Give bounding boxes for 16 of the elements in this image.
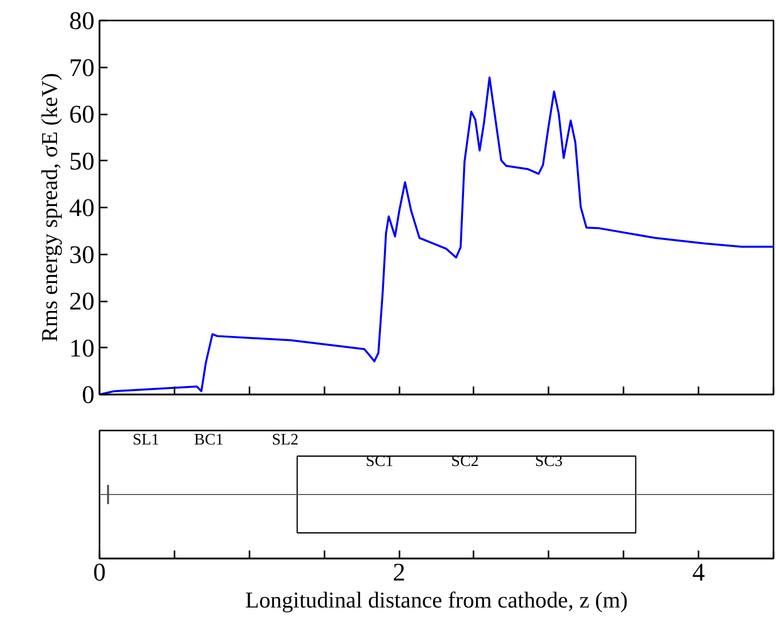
y-tick-label: 70 bbox=[69, 54, 94, 82]
y-axis-title: Rms energy spread, σE (keV) bbox=[37, 72, 62, 342]
x-tick-label: 2 bbox=[392, 558, 406, 586]
y-tick-label: 50 bbox=[69, 147, 94, 176]
text: SL1 bbox=[132, 431, 160, 448]
y-tick-label: 80 bbox=[69, 7, 94, 35]
text: BC1 bbox=[194, 431, 224, 448]
text: SL2 bbox=[272, 431, 299, 448]
y-tick-label: 40 bbox=[69, 194, 94, 222]
y-tick-label: 30 bbox=[69, 240, 94, 269]
y-tick-label: 20 bbox=[69, 288, 94, 316]
y-tick-label: 60 bbox=[69, 100, 94, 128]
x-axis-title: Longitudinal distance from cathode, z (m) bbox=[245, 588, 628, 612]
y-tick-label: 10 bbox=[69, 334, 94, 362]
x-tick-label: 4 bbox=[692, 558, 706, 586]
y-tick-label: 0 bbox=[82, 381, 95, 409]
